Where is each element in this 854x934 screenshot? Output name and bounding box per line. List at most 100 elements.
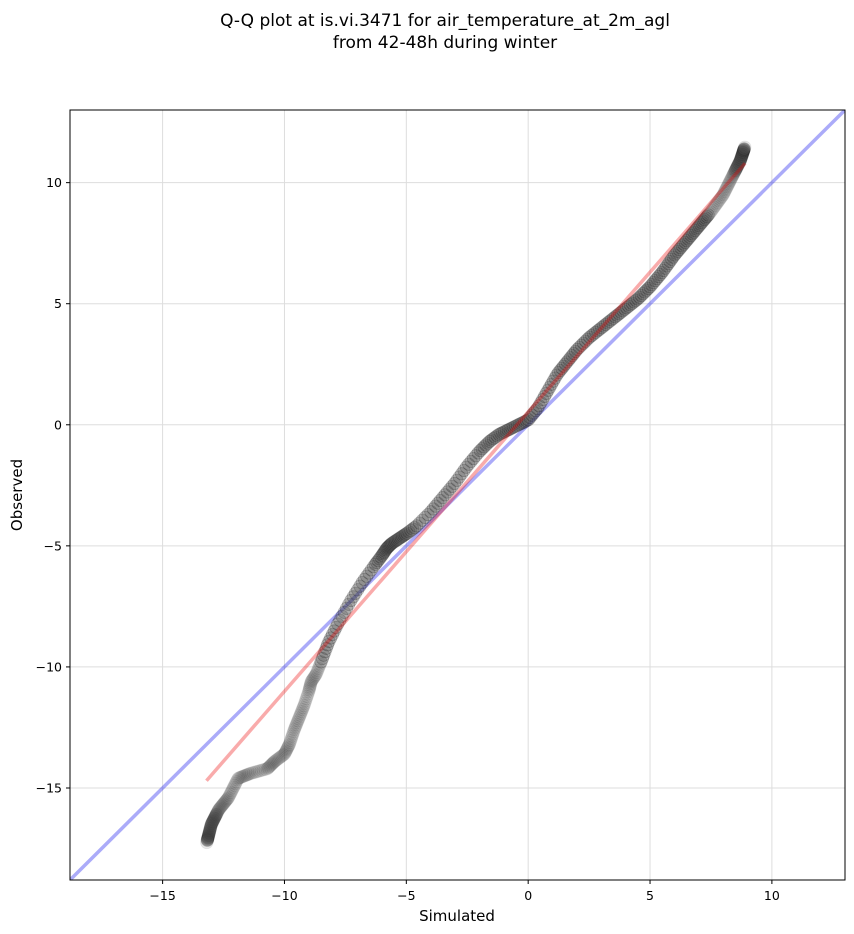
qq-point xyxy=(314,655,328,669)
qq-point xyxy=(213,800,228,815)
qq-point xyxy=(733,155,747,169)
qq-point xyxy=(216,797,231,811)
qq-point xyxy=(304,675,318,689)
qq-point xyxy=(674,241,688,255)
qq-point xyxy=(320,638,335,652)
qq-point xyxy=(732,155,746,170)
qq-point xyxy=(342,597,356,611)
qq-point xyxy=(503,422,517,436)
qq-point xyxy=(241,767,256,781)
qq-point xyxy=(507,420,521,434)
qq-point xyxy=(204,819,218,833)
qq-point xyxy=(735,149,749,163)
qq-point xyxy=(734,150,749,164)
qq-point xyxy=(208,809,222,823)
qq-point xyxy=(291,714,305,728)
qq-point xyxy=(333,613,347,627)
qq-point xyxy=(675,239,689,253)
qq-point xyxy=(230,773,245,787)
qq-point xyxy=(426,502,440,516)
qq-point xyxy=(733,153,748,167)
qq-point xyxy=(202,825,217,839)
qq-point xyxy=(220,792,235,806)
qq-point xyxy=(650,271,664,286)
qq-point xyxy=(228,778,242,792)
qq-point xyxy=(601,316,615,330)
qq-point xyxy=(311,663,325,677)
qq-point xyxy=(708,198,723,213)
qq-point xyxy=(509,419,523,433)
qq-point xyxy=(518,415,532,429)
qq-point xyxy=(204,820,218,834)
qq-point xyxy=(714,191,728,205)
qq-point xyxy=(393,531,407,545)
qq-point xyxy=(201,828,216,842)
qq-point xyxy=(293,708,307,722)
qq-point xyxy=(728,163,743,177)
qq-point xyxy=(231,771,246,785)
qq-point xyxy=(715,189,729,203)
qq-point xyxy=(725,171,739,185)
qq-point xyxy=(555,361,569,375)
qq-point xyxy=(302,685,316,699)
qq-point xyxy=(325,627,340,642)
qq-point xyxy=(262,760,276,774)
qq-point xyxy=(236,769,250,783)
qq-point xyxy=(286,727,300,741)
qq-point xyxy=(632,290,647,304)
qq-point xyxy=(319,641,333,655)
qq-point xyxy=(387,535,401,549)
qq-point xyxy=(692,219,706,233)
qq-point xyxy=(725,169,740,183)
qq-point xyxy=(648,273,662,288)
y-tick-label: −5 xyxy=(44,538,62,553)
qq-point xyxy=(233,771,247,785)
qq-point xyxy=(705,203,719,218)
qq-point xyxy=(728,164,742,178)
qq-point xyxy=(331,617,345,631)
plot-frame xyxy=(69,109,846,881)
qq-point xyxy=(415,513,429,527)
qq-point xyxy=(711,195,725,209)
qq-point xyxy=(398,527,413,541)
qq-point xyxy=(712,194,726,208)
qq-point xyxy=(735,149,749,163)
qq-point xyxy=(407,520,422,535)
qq-point xyxy=(203,821,218,835)
qq-point xyxy=(202,827,216,841)
qq-point xyxy=(234,770,248,784)
qq-point xyxy=(512,417,526,431)
qq-point xyxy=(292,712,306,726)
qq-point xyxy=(238,769,252,783)
qq-point xyxy=(201,831,215,845)
qq-point xyxy=(201,831,215,845)
qq-point xyxy=(269,753,283,768)
qq-point xyxy=(360,569,374,583)
qq-point xyxy=(688,223,702,238)
qq-point xyxy=(270,753,284,767)
qq-point xyxy=(222,789,236,803)
qq-point xyxy=(224,785,238,800)
qq-point xyxy=(302,681,317,695)
qq-point xyxy=(732,156,746,170)
qq-point xyxy=(315,651,329,666)
qq-point xyxy=(646,276,661,290)
qq-point xyxy=(486,431,501,446)
qq-point xyxy=(374,550,388,564)
qq-point xyxy=(645,278,659,292)
qq-point xyxy=(200,833,214,848)
qq-point xyxy=(658,261,672,275)
qq-point xyxy=(734,152,748,166)
qq-point xyxy=(723,174,737,188)
qq-point xyxy=(595,320,609,335)
qq-point xyxy=(514,416,528,431)
chart-title-line1: Q-Q plot at is.vi.3471 for air_temperatu… xyxy=(220,11,670,31)
qq-point xyxy=(541,383,555,397)
qq-point xyxy=(287,723,301,737)
qq-point xyxy=(610,308,624,322)
qq-point xyxy=(443,482,457,496)
qq-point xyxy=(726,168,740,182)
qq-point xyxy=(274,750,288,764)
qq-point xyxy=(716,188,730,202)
